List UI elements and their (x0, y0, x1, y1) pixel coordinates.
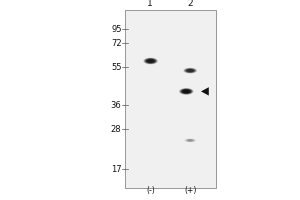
Ellipse shape (185, 139, 195, 142)
Ellipse shape (184, 68, 197, 73)
Ellipse shape (187, 139, 194, 142)
Ellipse shape (185, 91, 188, 92)
Text: 1: 1 (147, 0, 153, 8)
Ellipse shape (147, 59, 154, 63)
Ellipse shape (184, 90, 189, 93)
Ellipse shape (186, 69, 194, 72)
Ellipse shape (189, 70, 192, 71)
Ellipse shape (186, 139, 194, 142)
Polygon shape (201, 87, 209, 96)
Text: (-): (-) (146, 186, 155, 195)
Text: 95: 95 (111, 24, 122, 33)
Ellipse shape (179, 88, 194, 95)
Ellipse shape (183, 68, 197, 73)
Ellipse shape (180, 88, 193, 94)
Ellipse shape (188, 140, 193, 141)
Ellipse shape (188, 70, 193, 72)
Ellipse shape (189, 140, 191, 141)
Ellipse shape (185, 69, 195, 73)
Text: 55: 55 (111, 62, 122, 72)
Ellipse shape (182, 89, 190, 93)
Text: 2: 2 (188, 0, 193, 8)
Ellipse shape (143, 58, 158, 64)
Ellipse shape (185, 139, 196, 142)
Ellipse shape (145, 58, 156, 64)
Ellipse shape (184, 138, 196, 142)
Text: (+): (+) (184, 186, 197, 195)
Text: 28: 28 (111, 124, 122, 134)
Ellipse shape (148, 60, 153, 62)
Ellipse shape (187, 69, 193, 72)
Text: 72: 72 (111, 38, 122, 47)
Text: 17: 17 (111, 164, 122, 173)
Ellipse shape (188, 140, 192, 141)
Text: 36: 36 (111, 100, 122, 110)
Ellipse shape (190, 140, 191, 141)
Ellipse shape (183, 90, 190, 93)
Ellipse shape (185, 91, 187, 92)
Ellipse shape (146, 59, 155, 63)
Ellipse shape (149, 60, 152, 62)
Ellipse shape (144, 58, 157, 64)
Ellipse shape (185, 68, 196, 73)
Bar (124, 10, 216, 188)
Ellipse shape (182, 89, 191, 94)
Ellipse shape (146, 59, 155, 63)
Ellipse shape (181, 89, 192, 94)
Ellipse shape (189, 70, 191, 71)
